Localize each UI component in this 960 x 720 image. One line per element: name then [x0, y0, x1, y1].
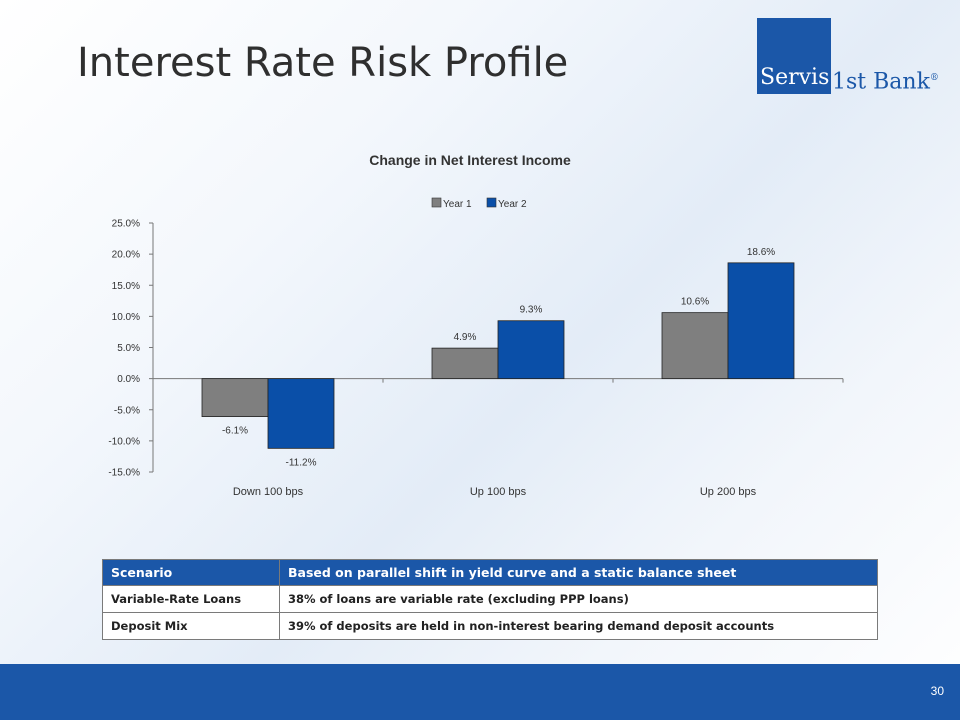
company-logo: Servis 1st Bank®	[757, 18, 947, 94]
data-label: -11.2%	[286, 457, 317, 468]
bar-year2	[727, 262, 795, 380]
legend-swatch-2	[486, 197, 497, 208]
bar-year1	[431, 347, 499, 380]
data-label: 9.3%	[520, 305, 543, 316]
data-label: 4.9%	[454, 332, 477, 343]
table-row: Variable-Rate Loans 38% of loans are var…	[102, 585, 878, 613]
logo-word-bank: 1st Bank®	[832, 65, 939, 95]
scenario-table: Scenario Based on parallel shift in yiel…	[102, 559, 878, 640]
logo-word-bank-text: 1st Bank	[832, 69, 930, 95]
y-tick-label: 5.0%	[117, 343, 140, 354]
y-tick-label: -15.0%	[108, 468, 140, 479]
y-tick-label: 20.0%	[112, 250, 140, 261]
logo-registered-mark: ®	[929, 73, 939, 83]
table-header-cell: Scenario	[102, 559, 280, 586]
y-tick-label: 0.0%	[117, 374, 140, 385]
y-tick-label: -10.0%	[108, 436, 140, 447]
x-tick-label: Up 100 bps	[470, 486, 527, 498]
table-cell: 38% of loans are variable rate (excludin…	[279, 585, 878, 613]
data-label: 10.6%	[681, 297, 709, 308]
page-number: 30	[930, 684, 944, 698]
table-row: Deposit Mix 39% of deposits are held in …	[102, 612, 878, 640]
x-tick-label: Down 100 bps	[233, 486, 304, 498]
logo-box	[757, 18, 831, 94]
bar-year2	[267, 378, 335, 449]
legend-label-2: Year 2	[498, 199, 527, 210]
y-tick-label: -5.0%	[114, 405, 140, 416]
bar-year2	[497, 320, 565, 380]
y-tick-label: 10.0%	[112, 312, 140, 323]
table-cell: Variable-Rate Loans	[102, 585, 280, 613]
table-header-cell: Based on parallel shift in yield curve a…	[279, 559, 878, 586]
chart-title: Change in Net Interest Income	[369, 152, 571, 168]
net-interest-income-chart: Change in Net Interest Income Year 1 Year …	[108, 152, 844, 498]
slide-title: Interest Rate Risk Profile	[77, 40, 569, 86]
y-tick-label: 25.0%	[112, 219, 140, 230]
footer-bar: 30	[0, 664, 960, 720]
legend-swatch-1	[431, 197, 442, 208]
table-cell: Deposit Mix	[102, 612, 280, 640]
x-tick-label: Up 200 bps	[700, 486, 757, 498]
legend-label-1: Year 1	[443, 199, 472, 210]
bar-year1	[661, 312, 729, 380]
logo-word-servis: Servis	[760, 65, 830, 90]
bar-year1	[201, 378, 269, 417]
table-cell: 39% of deposits are held in non-interest…	[279, 612, 878, 640]
data-label: -6.1%	[222, 426, 248, 437]
data-label: 18.6%	[747, 247, 775, 258]
y-tick-label: 15.0%	[112, 281, 140, 292]
table-header-row: Scenario Based on parallel shift in yiel…	[102, 559, 878, 586]
